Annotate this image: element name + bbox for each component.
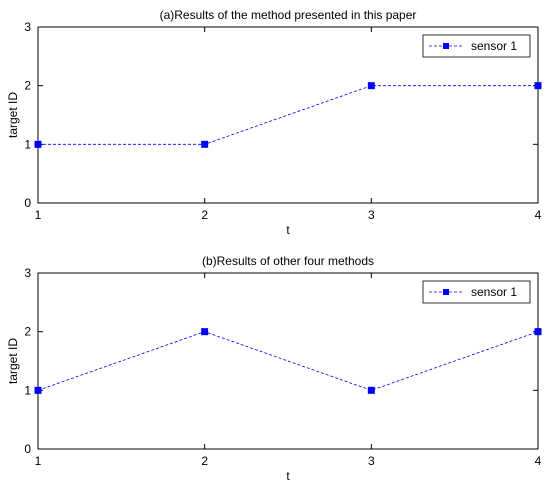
- legend: sensor 1: [422, 34, 531, 58]
- x-axis-label: t: [286, 223, 290, 237]
- x-axis-label: t: [286, 469, 290, 483]
- y-tick-label: 3: [24, 20, 31, 34]
- legend: sensor 1: [422, 280, 531, 304]
- x-tick-label: 1: [35, 454, 42, 468]
- x-tick-label: 2: [201, 208, 208, 222]
- series-line: [37, 331, 539, 391]
- y-tick-label: 2: [24, 325, 31, 339]
- series-line: [38, 85, 538, 145]
- legend-box: [422, 34, 531, 58]
- y-tick-label: 0: [24, 442, 31, 456]
- legend-label: sensor 1: [471, 39, 517, 53]
- y-axis-label: target ID: [6, 92, 20, 138]
- y-tick-label: 1: [24, 383, 31, 397]
- data-point: [34, 140, 42, 148]
- y-axis-label: target ID: [6, 338, 20, 384]
- y-tick-label: 1: [24, 137, 31, 151]
- y-tick-label: 0: [24, 196, 31, 210]
- legend-marker: [443, 43, 449, 49]
- x-tick-label: 3: [368, 208, 375, 222]
- x-tick-label: 4: [535, 208, 542, 222]
- chart-panel-a: (a)Results of the method presented in th…: [6, 8, 542, 237]
- data-point: [534, 328, 542, 336]
- legend-box: [422, 280, 531, 304]
- data-point: [34, 386, 42, 394]
- x-tick-label: 2: [201, 454, 208, 468]
- data-point: [367, 82, 375, 90]
- chart-title: (a)Results of the method presented in th…: [160, 8, 417, 22]
- data-point: [201, 140, 209, 148]
- y-tick-label: 2: [24, 79, 31, 93]
- legend-marker: [443, 289, 449, 295]
- chart-title: (b)Results of other four methods: [202, 254, 374, 268]
- y-tick-label: 3: [24, 266, 31, 280]
- data-point: [201, 328, 209, 336]
- x-tick-label: 3: [368, 454, 375, 468]
- data-point: [367, 386, 375, 394]
- x-tick-label: 4: [535, 454, 542, 468]
- legend-label: sensor 1: [471, 285, 517, 299]
- x-tick-label: 1: [35, 208, 42, 222]
- data-point: [534, 82, 542, 90]
